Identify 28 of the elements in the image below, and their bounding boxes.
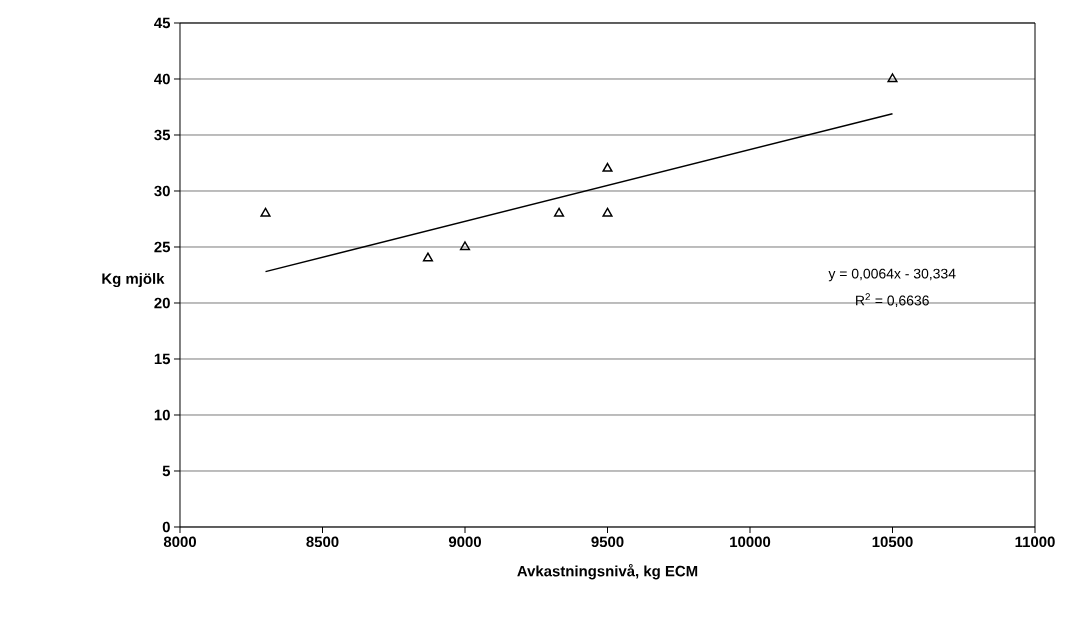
y-tick-label: 30 [154,185,170,197]
point [459,241,471,251]
point [602,207,613,217]
x-tick-label: 10500 [872,536,913,548]
x-tick-label: 9500 [591,536,624,548]
x-axis-title: Avkastningsnivå, kg ECM [517,563,698,580]
point [260,207,271,217]
annotation: y = 0,0064x - 30,334 [828,268,956,282]
x-tick-label: 9000 [448,536,481,548]
y-tick-label: 40 [154,73,170,85]
x-tick-label: 8500 [306,536,339,548]
y-tick-label: 45 [154,17,171,29]
point [553,207,565,217]
y-tick-label: 0 [162,521,170,533]
y-tick-label: 10 [154,409,170,421]
y-axis-title: Kg mjölk [102,273,165,288]
point [887,73,898,83]
annotation: R$^{2}$ = 0,6636 [856,293,929,308]
y-tick-label: 5 [162,465,171,477]
point [602,162,613,172]
y-tick-label: 15 [154,353,171,365]
point [422,252,434,262]
y-tick-label: 35 [154,129,171,141]
x-tick-label: 11000 [1015,536,1055,548]
y-tick-label: 25 [154,241,171,253]
x-tick-label: 8000 [163,536,196,548]
y-tick-label: 20 [154,297,170,309]
x-tick-label: 10000 [730,536,771,548]
